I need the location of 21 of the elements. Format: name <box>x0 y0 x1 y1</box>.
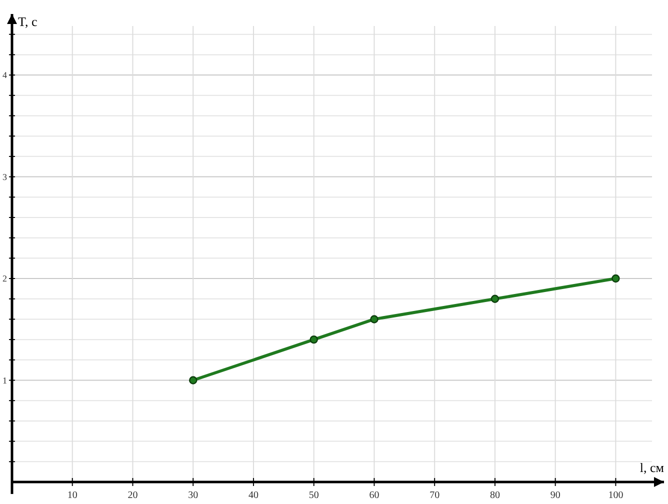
point <box>189 376 198 384</box>
y-tick-label: 1 <box>2 375 7 386</box>
y-tick-label: 4 <box>2 70 8 80</box>
x-tick-label: 70 <box>430 490 440 501</box>
y-axis-title: T, с <box>18 14 38 29</box>
x-tick-label: 50 <box>308 490 319 501</box>
point <box>310 335 318 344</box>
point <box>612 274 620 283</box>
x-tick-label: 10 <box>67 490 78 501</box>
x-tick-label: 30 <box>188 490 198 501</box>
x-tick-label: 40 <box>248 490 258 501</box>
point <box>490 294 500 303</box>
x-tick-label: 20 <box>128 490 138 501</box>
x-tick-label: 80 <box>490 490 500 501</box>
x-tick-label: 60 <box>369 490 380 501</box>
y-tick-label: 3 <box>2 172 8 182</box>
point <box>370 315 378 324</box>
y-tick-label: 2 <box>2 274 7 284</box>
x-tick-label: 90 <box>550 490 560 501</box>
x-axis-title: l, см <box>640 460 664 475</box>
x-tick-label: 100 <box>608 490 624 501</box>
